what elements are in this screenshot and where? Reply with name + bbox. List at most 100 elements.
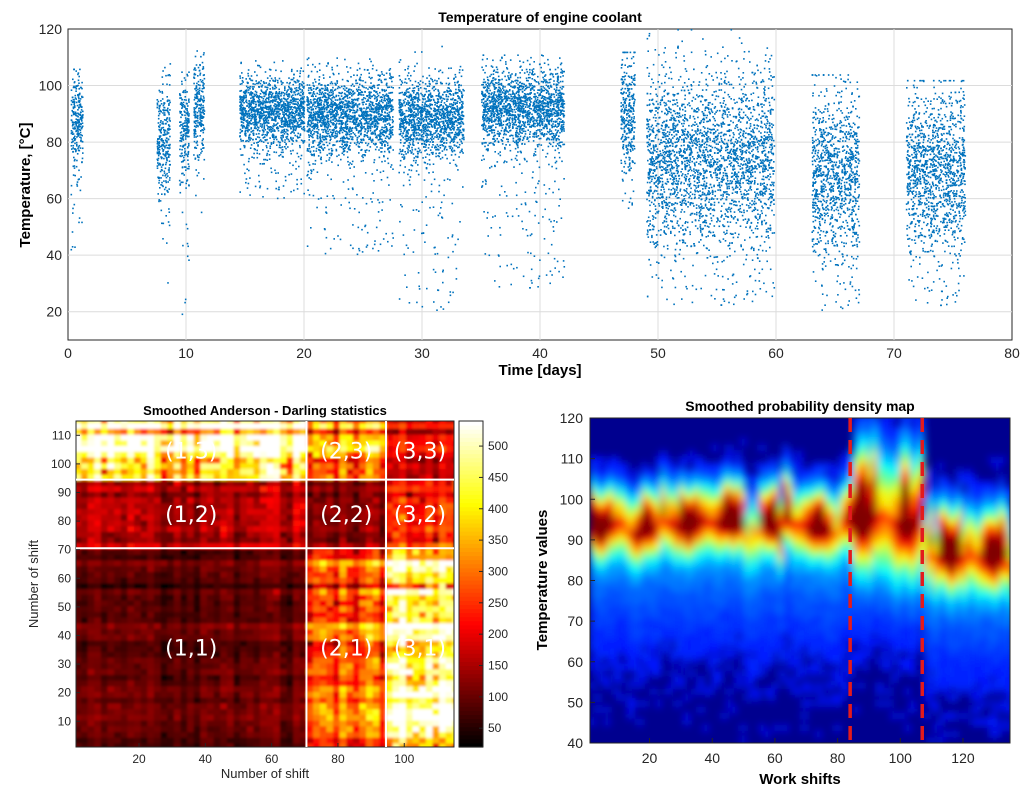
scatter-point bbox=[245, 100, 247, 103]
coolant-scatter-chart: Temperature of engine coolant 0 10 20 30 40 5… bbox=[17, 9, 1020, 379]
scatter-point bbox=[201, 106, 203, 109]
scatter-point bbox=[201, 117, 204, 119]
scatter-point bbox=[380, 151, 382, 153]
scatter-point bbox=[261, 134, 263, 136]
scatter-point bbox=[194, 88, 196, 90]
scatter-point bbox=[246, 119, 249, 122]
scatter-point bbox=[342, 101, 345, 103]
scatter-point bbox=[358, 146, 361, 148]
scatter-point bbox=[72, 150, 74, 153]
scatter-point bbox=[386, 100, 389, 102]
scatter-point bbox=[407, 67, 409, 70]
scatter-point bbox=[347, 104, 350, 106]
scatter-point bbox=[240, 138, 242, 141]
scatter-point bbox=[179, 94, 181, 96]
scatter-point bbox=[161, 156, 163, 159]
scatter-point bbox=[294, 113, 296, 115]
scatter-point bbox=[384, 90, 386, 93]
scatter-point bbox=[364, 225, 366, 228]
scatter-point bbox=[373, 161, 375, 164]
scatter-point bbox=[194, 122, 197, 125]
scatter-point bbox=[346, 95, 349, 98]
scatter-point bbox=[240, 124, 243, 127]
scatter-point bbox=[355, 111, 358, 113]
scatter-point bbox=[434, 146, 436, 149]
scatter-point bbox=[309, 99, 312, 101]
scatter-point bbox=[187, 115, 190, 117]
scatter-point bbox=[366, 106, 368, 109]
scatter-point bbox=[261, 115, 263, 117]
scatter-point bbox=[272, 133, 274, 136]
scatter-point bbox=[162, 149, 165, 151]
scatter-point bbox=[384, 104, 386, 107]
scatter-point bbox=[369, 119, 372, 122]
scatter-point bbox=[273, 124, 276, 127]
scatter-point bbox=[76, 125, 79, 128]
scatter-point bbox=[160, 184, 162, 186]
scatter-point bbox=[249, 92, 251, 94]
scatter-point bbox=[325, 211, 327, 213]
scatter-point bbox=[457, 169, 459, 171]
scatter-point bbox=[275, 151, 278, 154]
scatter-point bbox=[446, 98, 448, 100]
scatter-point bbox=[321, 135, 324, 137]
scatter-point bbox=[161, 222, 163, 225]
scatter-point bbox=[341, 152, 344, 155]
scatter-point bbox=[253, 157, 255, 159]
scatter-point bbox=[188, 101, 190, 103]
scatter-point bbox=[321, 96, 324, 99]
scatter-point bbox=[284, 121, 286, 124]
scatter-point bbox=[408, 108, 410, 110]
scatter-point bbox=[164, 167, 167, 170]
scatter-point bbox=[318, 103, 321, 106]
scatter-point bbox=[321, 110, 324, 113]
scatter-point bbox=[367, 110, 369, 113]
scatter-point bbox=[244, 172, 246, 175]
scatter-point bbox=[248, 125, 250, 127]
scatter-point bbox=[242, 99, 244, 102]
scatter-point bbox=[186, 103, 188, 105]
scatter-point bbox=[193, 73, 196, 76]
scatter-point bbox=[370, 105, 372, 108]
scatter-point bbox=[352, 111, 354, 114]
scatter-point bbox=[188, 121, 190, 124]
scatter-point bbox=[426, 134, 429, 136]
scatter-point bbox=[71, 101, 74, 104]
scatter-point bbox=[313, 114, 315, 117]
scatter-point bbox=[378, 115, 380, 118]
scatter-point bbox=[302, 102, 305, 104]
scatter-point bbox=[292, 124, 294, 126]
scatter-point bbox=[184, 152, 186, 154]
scatter-point bbox=[314, 159, 317, 162]
scatter-point bbox=[202, 84, 204, 87]
scatter-point bbox=[164, 129, 167, 132]
scatter-point bbox=[388, 150, 390, 153]
scatter-point bbox=[321, 136, 323, 139]
scatter-point bbox=[332, 100, 334, 103]
scatter-point bbox=[79, 104, 82, 106]
scatter-point bbox=[71, 231, 74, 233]
scatter-point bbox=[168, 119, 171, 121]
scatter-point bbox=[255, 138, 257, 140]
scatter-point bbox=[434, 145, 437, 148]
scatter-point bbox=[71, 148, 73, 150]
scatter-point bbox=[376, 103, 379, 106]
scatter-point bbox=[436, 117, 439, 119]
scatter-point bbox=[77, 130, 79, 132]
scatter-point bbox=[199, 112, 201, 114]
scatter-point bbox=[346, 103, 349, 106]
scatter-point bbox=[274, 87, 276, 90]
scatter-point bbox=[302, 112, 304, 114]
scatter-point bbox=[450, 118, 453, 121]
scatter-point bbox=[169, 135, 171, 138]
scatter-point bbox=[385, 117, 387, 120]
scatter-point bbox=[376, 105, 378, 107]
scatter-point bbox=[360, 128, 363, 131]
scatter-point bbox=[288, 93, 290, 95]
scatter-point bbox=[240, 116, 243, 119]
scatter-point bbox=[389, 99, 391, 101]
scatter-point bbox=[326, 87, 328, 89]
scatter-point bbox=[200, 123, 203, 125]
scatter-point bbox=[336, 105, 338, 108]
scatter-point bbox=[378, 201, 381, 204]
